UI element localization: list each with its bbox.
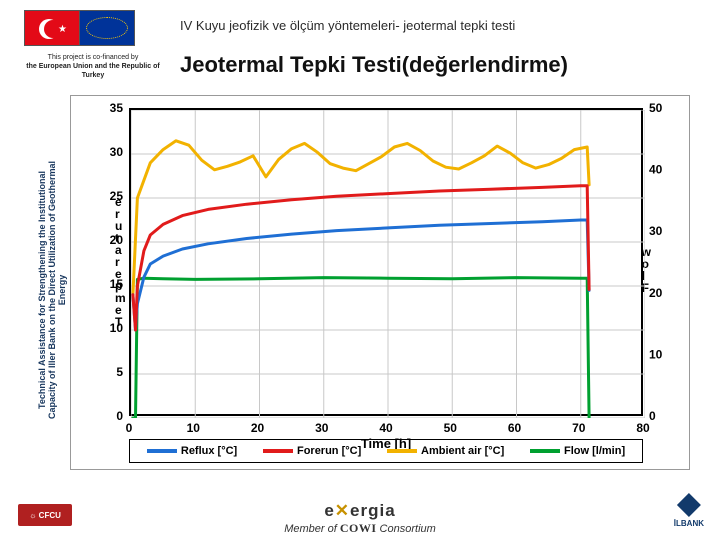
ilbank-icon xyxy=(677,493,701,517)
legend-item: Ambient air [°C] xyxy=(387,445,504,457)
exergia-logo: e✕ergia xyxy=(324,501,395,520)
ilbank-text: İLBANK xyxy=(674,519,704,528)
svg-text:40: 40 xyxy=(649,163,663,177)
svg-text:80: 80 xyxy=(636,421,650,435)
svg-text:20: 20 xyxy=(649,286,663,300)
flag-turkey: ★ xyxy=(24,10,80,46)
svg-text:20: 20 xyxy=(251,421,265,435)
svg-text:70: 70 xyxy=(572,421,586,435)
svg-text:10: 10 xyxy=(649,347,663,361)
member-pre: Member of xyxy=(284,523,340,535)
cofinance-caption: This project is co-financed by the Europ… xyxy=(18,54,168,80)
y-axis-left-label: erutarepmeT xyxy=(115,196,126,328)
svg-text:50: 50 xyxy=(649,101,663,115)
footer-center: e✕ergia Member of COWI Consortium xyxy=(0,501,720,536)
chart-container: erutarepmeT wolF 01020304050607080051015… xyxy=(70,95,690,470)
chart-plot-area xyxy=(129,108,643,416)
flag-block: ★ xyxy=(24,10,135,46)
legend-item: Reflux [°C] xyxy=(147,445,237,457)
legend-swatch xyxy=(530,449,560,453)
legend-item: Flow [l/min] xyxy=(530,445,625,457)
legend-label: Flow [l/min] xyxy=(564,445,625,457)
svg-text:0: 0 xyxy=(649,409,656,423)
member-brand: COWI xyxy=(340,521,377,535)
exergia-post: ergia xyxy=(350,501,396,520)
legend-swatch xyxy=(147,449,177,453)
svg-text:50: 50 xyxy=(444,421,458,435)
page-title: Jeotermal Tepki Testi(değerlendirme) xyxy=(180,52,568,78)
ilbank-logo: İLBANK xyxy=(674,493,704,528)
svg-text:30: 30 xyxy=(110,145,124,159)
legend-item: Forerun [°C] xyxy=(263,445,361,457)
legend-swatch xyxy=(387,449,417,453)
exergia-x: ✕ xyxy=(335,501,350,520)
member-post: Consortium xyxy=(377,523,436,535)
cofinance-line2: the European Union and the Republic of T… xyxy=(18,63,168,81)
footer: ☼ CFCU e✕ergia Member of COWI Consortium… xyxy=(0,490,720,540)
legend-label: Forerun [°C] xyxy=(297,445,361,457)
svg-text:5: 5 xyxy=(116,365,123,379)
legend-label: Ambient air [°C] xyxy=(421,445,504,457)
chart-svg xyxy=(131,110,645,418)
svg-text:0: 0 xyxy=(126,421,133,435)
cofinance-line1: This project is co-financed by xyxy=(18,54,168,63)
chart-legend: Reflux [°C] Forerun [°C] Ambient air [°C… xyxy=(129,439,643,463)
svg-text:10: 10 xyxy=(187,421,201,435)
svg-text:35: 35 xyxy=(110,101,124,115)
svg-text:40: 40 xyxy=(379,421,393,435)
legend-swatch xyxy=(263,449,293,453)
svg-text:30: 30 xyxy=(315,421,329,435)
legend-label: Reflux [°C] xyxy=(181,445,237,457)
exergia-pre: e xyxy=(324,501,334,520)
breadcrumb: IV Kuyu jeofizik ve ölçüm yöntemeleri- j… xyxy=(180,18,515,33)
svg-text:30: 30 xyxy=(649,224,663,238)
svg-text:0: 0 xyxy=(116,409,123,423)
sidebar-vertical-label: Technical Assistance for Strengthening t… xyxy=(37,160,67,420)
flag-eu xyxy=(79,10,135,46)
svg-text:60: 60 xyxy=(508,421,522,435)
